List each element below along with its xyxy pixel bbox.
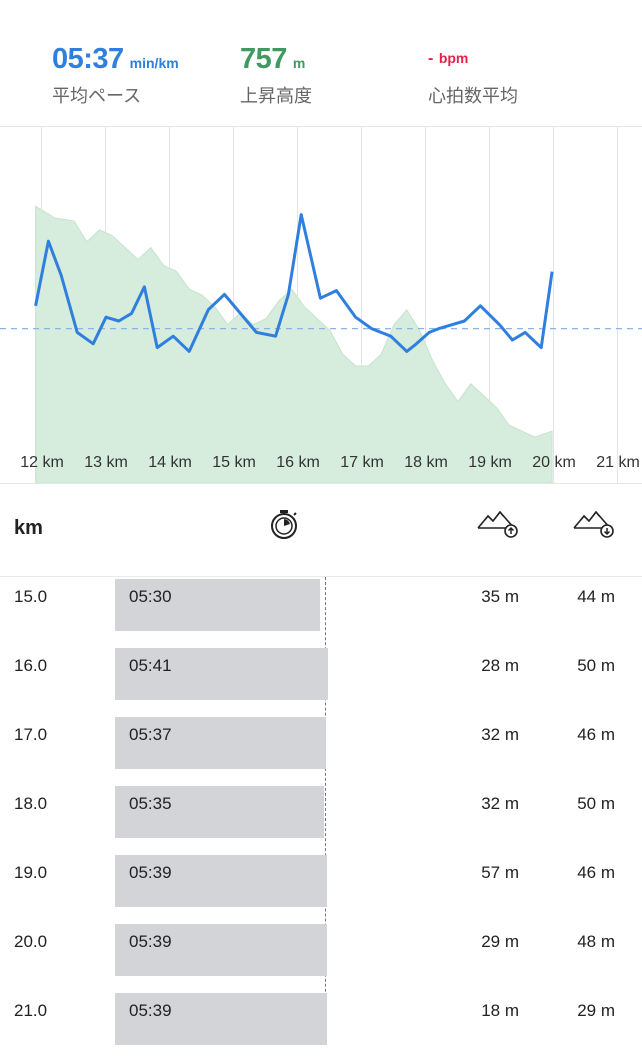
table-row[interactable]: 18.0 05:35 32 m 50 m bbox=[0, 784, 642, 853]
table-row[interactable]: 20.0 05:39 29 m 48 m bbox=[0, 922, 642, 991]
average-pace-stat: 05:37 min/km 平均ペース bbox=[52, 42, 179, 108]
x-tick-label: 16 km bbox=[276, 454, 320, 471]
pace-bar bbox=[115, 579, 320, 631]
average-pace-line bbox=[325, 577, 326, 1037]
pace-bar bbox=[115, 648, 328, 700]
average-pace-unit: min/km bbox=[129, 55, 179, 71]
row-km: 17.0 bbox=[14, 725, 48, 744]
pace-bar bbox=[115, 924, 327, 976]
splits-table-header: km bbox=[0, 484, 642, 577]
row-ascent: 29 m bbox=[481, 932, 519, 951]
pace-bar bbox=[115, 855, 327, 907]
x-tick-label: 21 km bbox=[596, 454, 640, 471]
table-row[interactable]: 19.0 05:39 57 m 46 m bbox=[0, 853, 642, 922]
row-pace: 05:37 bbox=[129, 725, 172, 744]
row-km: 19.0 bbox=[14, 863, 48, 882]
table-row[interactable]: 16.0 05:41 28 m 50 m bbox=[0, 646, 642, 715]
chart-canvas[interactable]: 12 km 13 km 14 km 15 km 16 km 17 km 18 km 19 km… bbox=[0, 127, 642, 483]
row-descent: 46 m bbox=[577, 725, 615, 744]
row-descent: 50 m bbox=[577, 794, 615, 813]
row-ascent: 32 m bbox=[481, 725, 519, 744]
heart-rate-stat: - bpm 心拍数平均 bbox=[428, 42, 518, 108]
elevation-area bbox=[35, 205, 553, 483]
row-km: 16.0 bbox=[14, 656, 48, 675]
average-pace-value: 05:37 bbox=[52, 43, 124, 75]
summary-stats: 05:37 min/km 平均ペース 757 m 上昇高度 - bpm 心拍数平均 bbox=[0, 0, 642, 127]
row-ascent: 35 m bbox=[481, 587, 519, 606]
row-km: 15.0 bbox=[14, 587, 48, 606]
elevation-gain-unit: m bbox=[292, 55, 306, 71]
row-ascent: 18 m bbox=[481, 1001, 519, 1020]
pace-line bbox=[34, 213, 554, 353]
elevation-gain-label: 上昇高度 bbox=[240, 86, 312, 107]
x-tick-label: 19 km bbox=[468, 454, 512, 471]
heart-rate-value: - bbox=[428, 50, 433, 67]
km-column-header: km bbox=[14, 517, 43, 539]
elevation-gain-value: 757 bbox=[240, 43, 287, 75]
pace-elevation-chart[interactable]: 12 km 13 km 14 km 15 km 16 km 17 km 18 km 19 km… bbox=[0, 127, 642, 484]
stopwatch-icon bbox=[268, 507, 300, 545]
splits-table: 15.0 05:30 35 m 44 m 16.0 05:41 28 m 50 m 17.0 05… bbox=[0, 577, 642, 1060]
table-row[interactable]: 21.0 05:39 18 m 29 m bbox=[0, 991, 642, 1060]
mountain-up-icon bbox=[476, 506, 520, 544]
row-ascent: 32 m bbox=[481, 794, 519, 813]
row-km: 18.0 bbox=[14, 794, 48, 813]
row-descent: 29 m bbox=[577, 1001, 615, 1020]
row-km: 21.0 bbox=[14, 1001, 48, 1020]
mountain-down-icon bbox=[572, 506, 616, 544]
row-pace: 05:35 bbox=[129, 794, 172, 813]
row-km: 20.0 bbox=[14, 932, 48, 951]
row-ascent: 28 m bbox=[481, 656, 519, 675]
row-descent: 46 m bbox=[577, 863, 615, 882]
pace-bar bbox=[115, 786, 324, 838]
row-descent: 44 m bbox=[577, 587, 615, 606]
row-pace: 05:30 bbox=[129, 587, 172, 606]
row-pace: 05:41 bbox=[129, 656, 172, 675]
row-pace: 05:39 bbox=[129, 863, 172, 882]
x-tick-label: 14 km bbox=[148, 454, 192, 471]
average-pace-label: 平均ペース bbox=[52, 86, 142, 107]
x-tick-label: 12 km bbox=[20, 454, 64, 471]
x-tick-label: 13 km bbox=[84, 454, 128, 471]
elevation-gain-stat: 757 m 上昇高度 bbox=[240, 42, 312, 108]
heart-rate-unit: bpm bbox=[438, 50, 469, 66]
row-pace: 05:39 bbox=[129, 932, 172, 951]
row-pace: 05:39 bbox=[129, 1001, 172, 1020]
row-ascent: 57 m bbox=[481, 863, 519, 882]
table-row[interactable]: 17.0 05:37 32 m 46 m bbox=[0, 715, 642, 784]
x-tick-label: 20 km bbox=[532, 454, 576, 471]
row-descent: 50 m bbox=[577, 656, 615, 675]
heart-rate-label: 心拍数平均 bbox=[428, 86, 518, 107]
x-tick-label: 15 km bbox=[212, 454, 256, 471]
table-row[interactable]: 15.0 05:30 35 m 44 m bbox=[0, 577, 642, 646]
pace-bar bbox=[115, 717, 326, 769]
x-tick-label: 17 km bbox=[340, 454, 384, 471]
row-descent: 48 m bbox=[577, 932, 615, 951]
x-tick-label: 18 km bbox=[404, 454, 448, 471]
